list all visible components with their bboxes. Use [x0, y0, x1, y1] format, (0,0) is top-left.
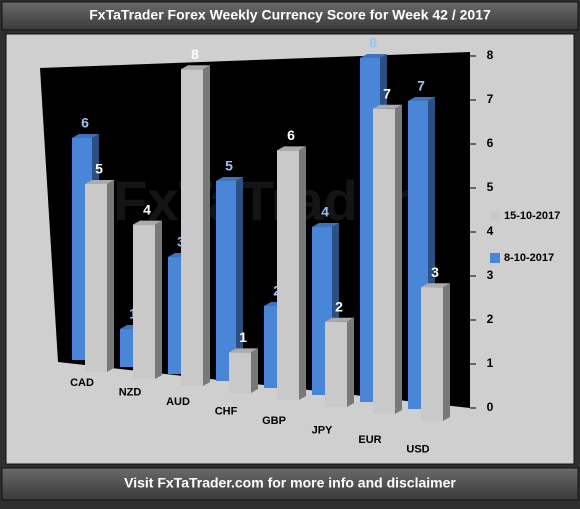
bar-side [251, 348, 258, 393]
data-label: 4 [321, 204, 329, 220]
bar [229, 352, 251, 393]
x-tick-label: EUR [358, 434, 381, 446]
bar [133, 224, 155, 379]
bar [216, 181, 236, 381]
bar-side [443, 283, 450, 421]
data-label: 8 [369, 35, 377, 51]
bar-side [236, 177, 243, 381]
bar-top [373, 104, 402, 109]
data-label: 6 [287, 127, 295, 143]
bar [277, 150, 299, 400]
data-label: 2 [335, 299, 343, 315]
bar [373, 108, 395, 415]
x-tick-label: USD [406, 443, 429, 455]
x-tick-label: CAD [70, 377, 94, 389]
x-tick-label: NZD [119, 386, 142, 398]
data-label: 1 [239, 329, 247, 345]
x-tick-label: JPY [312, 424, 333, 436]
x-tick-label: CHF [215, 405, 238, 417]
bar [85, 184, 107, 372]
y-tick-label: 1 [487, 356, 494, 370]
x-tick-label: AUD [166, 396, 190, 408]
bar-side [299, 146, 306, 400]
bar-top [133, 220, 162, 225]
bar-top [277, 146, 306, 151]
legend-swatch [490, 211, 500, 221]
bar-side [107, 180, 114, 372]
bar-top [216, 177, 243, 181]
bar-side [347, 317, 354, 407]
data-label: 5 [95, 161, 103, 177]
legend-label: 8-10-2017 [504, 252, 554, 264]
plot: 01234567865CAD14NZD38AUD51CHF26GBP42JPY8… [70, 35, 560, 456]
bar-top [421, 283, 450, 288]
bar-top [72, 134, 99, 138]
legend-label: 15-10-2017 [504, 210, 560, 222]
data-label: 3 [431, 264, 439, 280]
y-tick-label: 5 [487, 180, 494, 194]
x-tick-label: GBP [262, 415, 286, 427]
data-label: 8 [191, 46, 199, 62]
legend-swatch [490, 253, 500, 263]
bar-top [360, 54, 387, 58]
footer: Visit FxTaTrader.com for more info and d… [124, 475, 456, 491]
bar-side [155, 220, 162, 379]
title-bar [1, 1, 579, 31]
y-tick-label: 4 [487, 224, 494, 238]
data-label: 7 [417, 78, 425, 94]
bar-top [85, 180, 114, 184]
bar-top [312, 223, 339, 227]
bar [325, 321, 347, 407]
y-tick-label: 2 [487, 312, 494, 326]
y-tick-label: 0 [487, 400, 494, 414]
bar-side [203, 65, 210, 386]
bar-side [395, 104, 402, 415]
bar-top [408, 97, 435, 101]
data-label: 5 [225, 158, 233, 174]
y-tick-label: 8 [487, 48, 494, 62]
bar-top [229, 348, 258, 353]
bar-top [181, 65, 210, 70]
y-tick-label: 6 [487, 136, 494, 150]
y-tick-label: 7 [487, 92, 494, 106]
data-label: 6 [81, 115, 89, 131]
footer-bar [1, 467, 579, 501]
bar [181, 69, 203, 386]
bar-top [325, 317, 354, 322]
data-label: 7 [383, 86, 391, 102]
chart-title: FxTaTrader Forex Weekly Currency Score f… [89, 7, 491, 23]
y-tick-label: 3 [487, 268, 494, 282]
data-label: 4 [143, 201, 151, 217]
bar [421, 287, 443, 421]
